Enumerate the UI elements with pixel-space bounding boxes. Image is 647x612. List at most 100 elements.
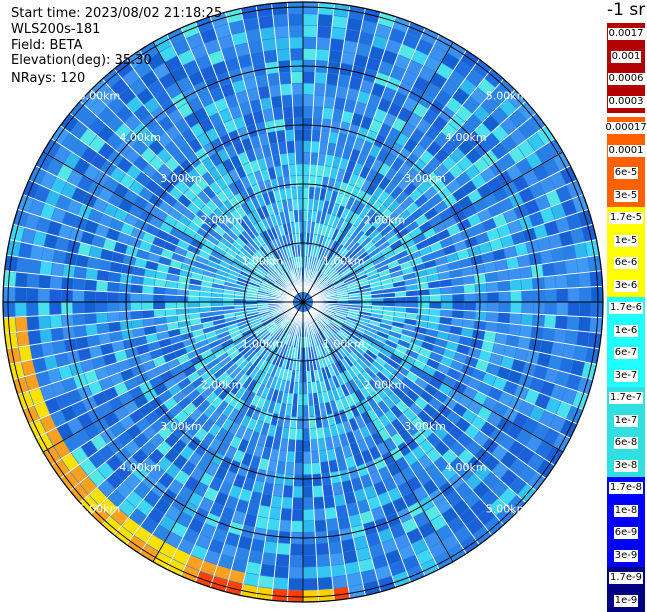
range-gate-cell [303,49,316,60]
range-gate-cell [321,119,331,131]
colorbar-cell: 3e-8 [607,455,645,478]
range-gate-cell [464,302,475,311]
range-gate-cell [74,325,86,338]
range-gate-cell [264,541,278,553]
range-gate-cell [580,302,591,316]
range-gate-cell [335,86,348,99]
colorbar-cell: 6e-6 [607,252,645,275]
range-gate-cell [303,3,318,14]
range-gate-cell [567,273,579,287]
range-gate-cell [120,274,132,284]
colorbar-tick-label: 6e-6 [614,257,639,269]
range-gate-cell [260,27,275,40]
range-gate-cell [297,406,303,417]
range-gate-cell [312,118,322,130]
range-gate-cell [273,15,288,27]
range-gate-cell [96,313,108,324]
colorbar-tick-label: 0.0003 [608,96,645,108]
range-gate-cell [328,50,342,62]
range-gate-cell [303,417,309,428]
colorbar-cell: 6e-7 [607,342,645,365]
range-gate-cell [296,176,302,187]
range-gate-cell [291,72,303,83]
range-gate-cell [475,283,487,293]
range-gate-cell [318,577,333,589]
range-gate-cell [303,176,309,187]
range-gate-cell [556,315,568,329]
range-gate-cell [177,302,188,308]
range-gate-cell [297,417,303,428]
range-gate-cell [27,274,39,288]
range-ring-label: 2.00km [364,379,406,392]
range-gate-cell [294,475,303,486]
range-gate-cell [304,544,317,555]
range-gate-cell [295,452,303,463]
range-gate-cell [283,486,293,498]
range-gate-cell [395,302,406,307]
range-gate-cell [119,283,131,293]
range-gate-cell [119,311,131,321]
range-gate-cell [51,328,63,342]
range-gate-cell [51,263,63,277]
colorbar-cell: 6e-8 [607,432,645,455]
range-gate-cell [313,107,323,119]
range-gate-cell [324,96,335,108]
range-gate-cell [303,37,316,48]
range-gate-cell [303,130,312,141]
range-gate-cell [275,566,289,578]
colorbar-unit-label: -1 sr [607,0,645,20]
colorbar-tick-label: 3e-6 [614,280,639,292]
range-gate-cell [430,302,441,309]
range-gate-cell [567,316,579,330]
range-gate-cell [313,486,323,498]
range-gate-cell [27,316,39,330]
range-gate-cell [262,39,276,52]
range-ring-label: 1.00km [242,337,284,350]
range-gate-cell [293,118,302,129]
range-gate-cell [556,288,567,301]
range-gate-cell [316,38,330,50]
range-gate-cell [317,566,331,578]
colorbar-tick-label: 1.7e-8 [609,482,643,494]
range-gate-cell [303,498,313,509]
range-gate-cell [303,106,313,117]
range-gate-cell [303,83,314,94]
range-gate-cell [96,292,107,302]
range-gate-cell [74,266,86,279]
colorbar-tick-label: 6e-7 [614,347,639,359]
range-gate-cell [296,429,303,440]
range-gate-cell [269,507,281,519]
range-gate-cell [274,577,289,589]
range-gate-cell [267,519,280,531]
field-label: Field: BETA [11,38,82,53]
colorbar-cell: 1e-6 [607,320,645,343]
range-gate-cell [76,255,89,268]
colorbar-tick-label: 6e-5 [614,167,639,179]
range-gate-cell [577,331,590,346]
range-gate-cell [97,270,109,281]
range-gate-cell [4,271,16,287]
colorbar-tick-label: 3e-7 [614,370,639,382]
range-gate-cell [289,37,302,48]
range-gate-cell [303,118,312,129]
range-gate-cell [39,275,51,289]
range-gate-cell [73,278,85,290]
range-gate-cell [545,289,556,302]
range-gate-cell [418,295,429,301]
range-gate-cell [326,519,339,531]
colorbar-cell: 1e-5 [607,230,645,253]
range-ring-label: 4.00km [445,461,487,474]
range-gate-cell [276,555,290,567]
range-gate-cell [303,463,312,474]
range-gate-cell [73,302,84,314]
range-gate-cell [510,302,521,313]
colorbar-cell: 0.0017 [607,23,645,46]
range-gate-cell [259,576,274,589]
range-ring-label: 3.00km [404,420,446,433]
range-gate-cell [281,509,293,521]
range-ring-label: 1.00km [323,255,365,268]
range-gate-cell [39,316,51,330]
range-gate-cell [84,291,95,302]
range-gate-cell [303,429,310,440]
colorbar-cell: 0.0001 [607,140,645,163]
